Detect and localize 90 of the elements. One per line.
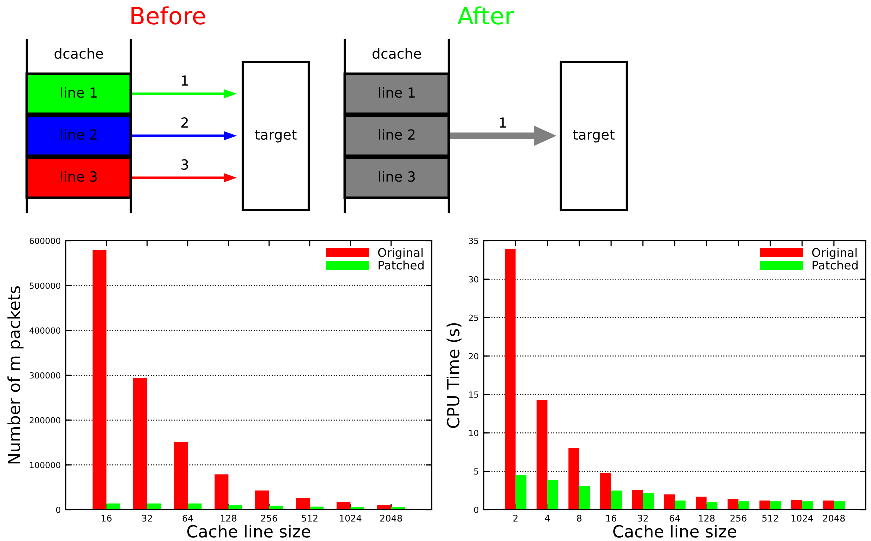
bar	[632, 490, 644, 510]
x-tick-label: 32	[142, 515, 152, 522]
bar	[770, 502, 782, 510]
bar	[296, 498, 310, 510]
y-tick-label: 500000	[30, 282, 61, 290]
x-tick-label: 8	[577, 515, 582, 522]
text: target	[573, 130, 615, 143]
bar	[505, 249, 516, 510]
bar	[228, 506, 242, 510]
x-tick-label: 1024	[340, 515, 362, 522]
y-tick-label: 200000	[30, 417, 61, 424]
legend-label: Original	[812, 248, 857, 260]
bar	[106, 504, 120, 510]
bar	[664, 494, 675, 510]
x-tick-label: 4	[545, 515, 550, 522]
text: dcache	[54, 48, 104, 60]
y-tick-label: 5	[474, 468, 478, 475]
x-tick-label: 32	[638, 515, 648, 522]
legend-label: Patched	[378, 260, 424, 270]
bar	[760, 500, 770, 510]
legend-label: Original	[378, 248, 423, 260]
bar	[802, 502, 814, 510]
x-tick-label: 1024	[792, 515, 814, 522]
bar	[516, 475, 527, 510]
bar	[188, 504, 202, 510]
bar	[728, 499, 739, 510]
x-tick-label: 64	[670, 515, 680, 522]
bar	[696, 496, 707, 510]
text: 3	[182, 160, 188, 170]
bar	[792, 500, 802, 510]
y-tick-label: 35	[469, 238, 478, 244]
x-tick-label: 2	[514, 515, 518, 522]
text: 1	[182, 76, 188, 86]
x-tick-label: 128	[699, 515, 715, 522]
bar	[378, 506, 392, 510]
y-tick-label: 400000	[30, 328, 61, 334]
bar	[611, 490, 622, 510]
y-tick-label: 600000	[30, 238, 61, 244]
bar	[147, 504, 162, 510]
x-tick-label: 256	[261, 515, 278, 522]
text: line 1	[379, 87, 415, 98]
bar	[643, 493, 654, 510]
text: target	[255, 130, 297, 143]
bar	[675, 500, 686, 510]
y-tick-label: 300000	[30, 372, 61, 379]
text: 1	[500, 118, 506, 128]
legend-label: Patched	[812, 260, 858, 270]
x-tick-label: 2048	[823, 515, 846, 522]
y-tick-label: 100000	[30, 462, 61, 468]
text: After	[458, 6, 514, 25]
bar	[536, 400, 548, 510]
bar	[834, 502, 845, 510]
bar	[738, 502, 750, 510]
x-tick-label: 256	[730, 515, 747, 522]
text: 2	[182, 118, 188, 128]
y-tick-label: 25	[469, 314, 478, 322]
bar	[174, 442, 188, 510]
y-tick-label: 30	[469, 276, 479, 283]
bar	[92, 250, 107, 510]
x-tick-label: 16	[606, 515, 617, 522]
y-axis-title: Number of m packets	[8, 286, 24, 464]
text: line 1	[61, 87, 97, 98]
bar	[134, 378, 148, 510]
x-tick-label: 64	[182, 515, 194, 522]
y-tick-label: 0	[56, 506, 61, 514]
bar	[580, 486, 590, 510]
y-tick-label: 15	[469, 392, 478, 398]
y-tick-label: 0	[474, 506, 479, 514]
text: line 3	[61, 171, 98, 182]
text: dcache	[372, 48, 422, 60]
y-tick-label: 20	[469, 353, 479, 360]
x-axis-title: Cache line size	[614, 524, 737, 538]
x-axis-title: Cache line size	[188, 524, 311, 538]
bar	[548, 480, 558, 510]
y-tick-label: 10	[469, 430, 479, 436]
text: Before	[132, 6, 206, 25]
text: line 2	[379, 129, 415, 140]
bar	[600, 473, 612, 510]
bar	[336, 502, 351, 510]
bar	[256, 490, 270, 510]
x-tick-label: 512	[762, 515, 778, 522]
text: line 3	[379, 171, 416, 182]
bar	[568, 448, 580, 510]
x-tick-label: 512	[302, 515, 318, 522]
x-tick-label: 16	[102, 515, 112, 522]
bar	[214, 474, 229, 510]
x-tick-label: 128	[221, 515, 237, 522]
text: line 2	[61, 129, 97, 140]
y-axis-title: CPU Time (s)	[446, 323, 462, 428]
x-tick-label: 2048	[380, 515, 402, 522]
